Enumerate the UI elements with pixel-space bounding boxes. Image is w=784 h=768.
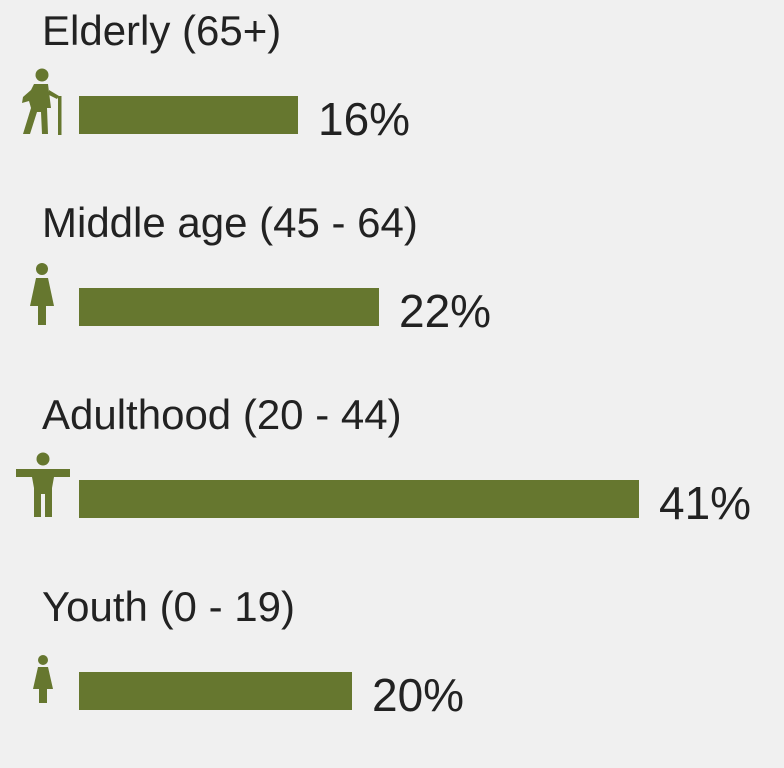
middle-age-person-icon [30, 263, 54, 325]
value-label: 20% [372, 669, 465, 721]
value-label: 22% [399, 285, 492, 337]
age-group-youth: Youth (0 - 19) 20% [0, 576, 784, 768]
value-label: 41% [659, 477, 752, 529]
child-person-icon [33, 655, 53, 703]
bar [79, 480, 639, 518]
age-group-middle-age: Middle age (45 - 64) 22% [0, 192, 784, 384]
adult-person-icon [16, 452, 70, 517]
bar [79, 96, 298, 134]
bar [79, 672, 352, 710]
category-label: Elderly (65+) [42, 7, 282, 54]
value-label: 16% [318, 93, 411, 145]
category-label: Youth (0 - 19) [42, 583, 295, 630]
category-label: Middle age (45 - 64) [42, 199, 418, 246]
bar [79, 288, 379, 326]
age-group-elderly: Elderly (65+) 16% [0, 0, 784, 192]
category-label: Adulthood (20 - 44) [42, 391, 402, 438]
elderly-person-icon [22, 68, 62, 135]
age-group-adulthood: Adulthood (20 - 44) 41% [0, 384, 784, 576]
